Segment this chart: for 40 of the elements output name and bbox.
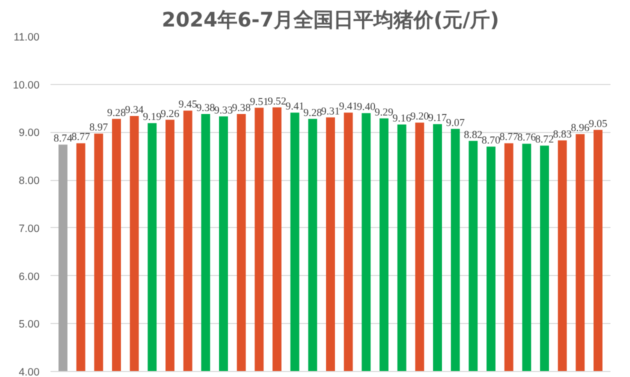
data-label: 9.51 (250, 96, 268, 108)
data-label: 9.17 (428, 113, 448, 124)
data-label: 8.77 (500, 132, 519, 144)
data-label: 9.41 (339, 102, 358, 113)
data-label: 9.19 (142, 112, 162, 124)
data-label: 9.52 (268, 96, 286, 108)
y-tick-label: 6.00 (18, 270, 40, 283)
data-label: 8.96 (570, 123, 590, 134)
data-label: 9.05 (588, 118, 608, 130)
y-tick-label: 11.00 (14, 32, 40, 44)
data-label: 9.28 (107, 108, 126, 119)
data-label: 9.28 (303, 108, 322, 119)
data-label: 9.07 (446, 118, 466, 129)
data-label: 9.26 (160, 108, 180, 120)
data-label: 8.97 (89, 122, 109, 134)
data-label: 8.72 (535, 134, 554, 146)
data-label: 9.41 (286, 102, 304, 113)
data-label: 8.74 (54, 134, 73, 145)
data-label: 8.82 (464, 130, 483, 141)
y-tick-label: 10.00 (12, 79, 40, 92)
data-label: 8.70 (482, 136, 500, 147)
data-label: 9.40 (356, 102, 376, 114)
data-label: 9.38 (232, 103, 251, 114)
data-label: 8.83 (553, 129, 572, 140)
data-label: 9.16 (392, 114, 412, 125)
y-tick-label: 4.00 (18, 366, 40, 377)
data-label: 9.29 (374, 107, 394, 118)
data-label: 8.76 (517, 132, 537, 144)
chart-title: 2024年6-7月全国日平均猪价(元/斤) (162, 8, 500, 32)
data-label: 9.34 (124, 104, 144, 116)
y-tick-label: 5.00 (18, 318, 40, 331)
data-label: 9.31 (321, 106, 340, 118)
y-tick-label: 7.00 (18, 222, 40, 235)
data-label: 9.20 (410, 112, 430, 123)
data-label: 9.38 (196, 103, 215, 114)
data-label: 9.33 (214, 105, 233, 116)
data-label: 9.45 (178, 100, 198, 111)
y-tick-label: 9.00 (18, 127, 40, 140)
data-label: 8.77 (71, 132, 91, 144)
y-tick-label: 8.00 (18, 175, 40, 188)
